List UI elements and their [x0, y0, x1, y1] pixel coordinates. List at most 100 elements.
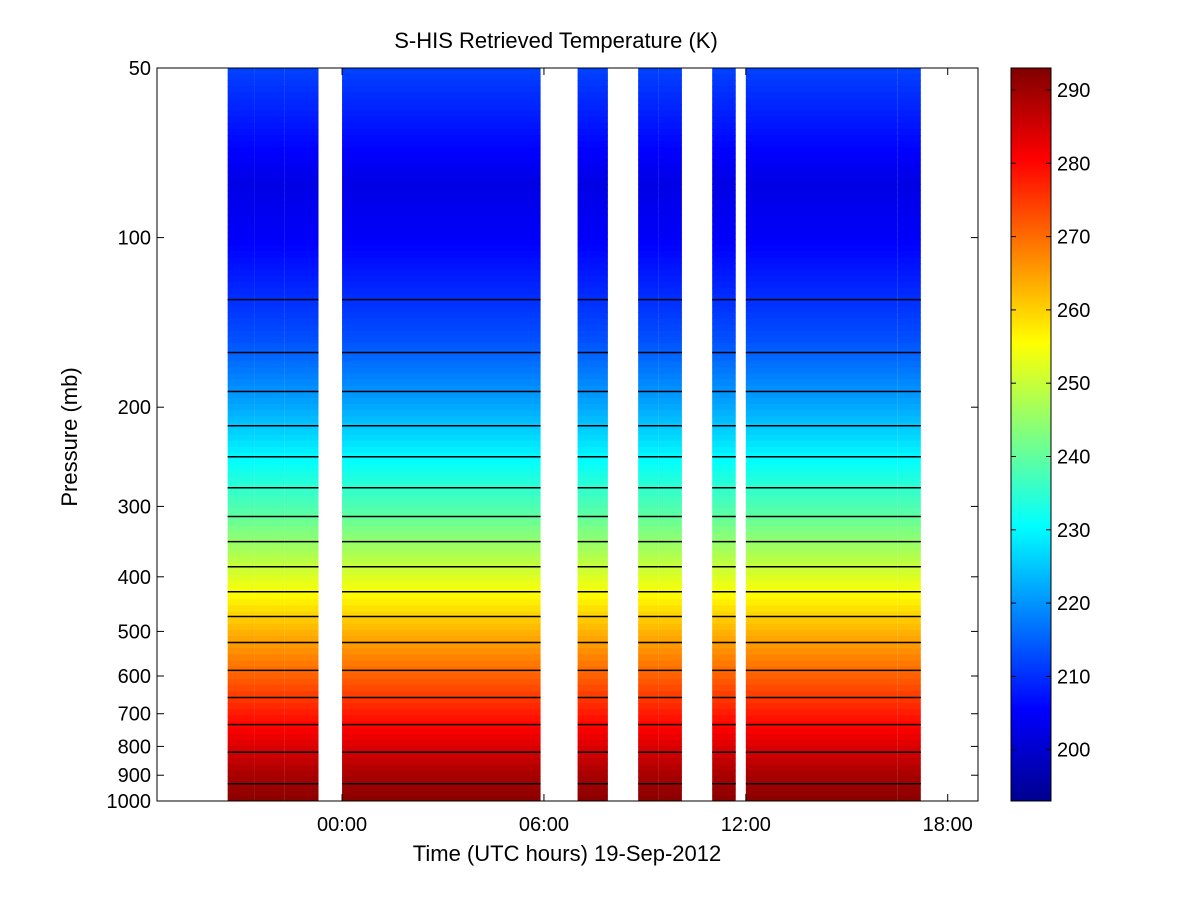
heatmap-cell [227, 758, 255, 765]
heatmap-cell [658, 245, 682, 252]
heatmap-cell [658, 226, 682, 234]
heatmap-cell [254, 691, 285, 698]
heatmap-cell [897, 257, 921, 265]
heatmap-cell [254, 703, 285, 710]
heatmap-cell [638, 269, 659, 277]
heatmap-cell [254, 568, 285, 576]
heatmap-cell [577, 361, 608, 368]
heatmap-cell [658, 330, 682, 338]
heatmap-cell [342, 495, 541, 503]
heatmap-cell [342, 147, 541, 155]
heatmap-cell [745, 574, 898, 582]
heatmap-cell [638, 129, 659, 136]
heatmap-cell [658, 373, 682, 381]
heatmap-cell [342, 202, 541, 210]
heatmap-cell [227, 691, 255, 698]
heatmap-cell [638, 324, 659, 332]
heatmap-cell [745, 581, 898, 588]
heatmap-cell [712, 104, 736, 112]
heatmap-cell [342, 733, 541, 741]
heatmap-cell [658, 367, 682, 375]
heatmap-cell [577, 593, 608, 601]
heatmap-cell [254, 397, 285, 405]
heatmap-cell [745, 367, 898, 375]
heatmap-cell [227, 324, 255, 332]
heatmap-cell [638, 184, 659, 191]
heatmap-cell [897, 465, 921, 472]
heatmap-cell [745, 287, 898, 295]
heatmap-cell [577, 391, 608, 399]
heatmap-cell [897, 678, 921, 686]
heatmap-cell [712, 86, 736, 94]
heatmap-cell [712, 471, 736, 478]
heatmap-cell [577, 208, 608, 216]
heatmap-cell [745, 587, 898, 594]
heatmap-cell [577, 440, 608, 448]
heatmap-cell [638, 703, 659, 710]
heatmap-cell [638, 141, 659, 149]
heatmap-cell [342, 214, 541, 222]
heatmap-cell [658, 727, 682, 735]
heatmap-cell [897, 177, 921, 185]
heatmap-cell [577, 501, 608, 509]
heatmap-cell [227, 623, 255, 631]
heatmap-cell [254, 122, 285, 130]
heatmap-cell [745, 330, 898, 338]
heatmap-cell [638, 697, 659, 704]
heatmap-cell [254, 770, 285, 778]
heatmap-cell [342, 220, 541, 228]
heatmap-cell [712, 520, 736, 527]
heatmap-cell [577, 495, 608, 503]
heatmap-cell [658, 691, 682, 698]
heatmap-cell [658, 581, 682, 588]
heatmap-cell [638, 373, 659, 381]
heatmap-cell [254, 410, 285, 417]
x-axis-label: Time (UTC hours) 19-Sep-2012 [413, 841, 722, 866]
heatmap-cell [638, 770, 659, 778]
heatmap-cell [745, 782, 898, 790]
heatmap-cell [577, 281, 608, 289]
heatmap-cell [638, 648, 659, 655]
heatmap-cell [577, 782, 608, 790]
heatmap-cell [897, 672, 921, 680]
heatmap-cell [577, 526, 608, 533]
heatmap-cell [638, 471, 659, 478]
heatmap-cell [745, 477, 898, 484]
heatmap-cell [227, 184, 255, 191]
heatmap-cell [745, 171, 898, 179]
heatmap-cell [638, 782, 659, 790]
heatmap-cell [577, 446, 608, 454]
heatmap-cell [745, 190, 898, 197]
heatmap-cell [227, 636, 255, 643]
heatmap-cell [638, 684, 659, 692]
heatmap-cell [897, 361, 921, 368]
heatmap-cell [638, 190, 659, 197]
heatmap-cell [658, 605, 682, 613]
heatmap-cell [227, 74, 255, 81]
heatmap-cell [745, 507, 898, 515]
heatmap-cell [342, 654, 541, 662]
heatmap-cell [227, 489, 255, 497]
heatmap-cell [712, 239, 736, 246]
heatmap-cell [254, 764, 285, 772]
heatmap-cell [712, 257, 736, 265]
heatmap-cell [284, 629, 319, 637]
heatmap-cell [658, 739, 682, 747]
heatmap-cell [254, 428, 285, 436]
heatmap-cell [254, 526, 285, 533]
heatmap-cell [712, 110, 736, 118]
heatmap-cell [227, 214, 255, 222]
heatmap-cell [745, 446, 898, 454]
heatmap-cell [577, 294, 608, 301]
heatmap-cell [227, 617, 255, 625]
heatmap-cell [712, 550, 736, 558]
heatmap-cell [284, 794, 319, 801]
heatmap-cell [254, 587, 285, 594]
heatmap-cell [284, 654, 319, 662]
heatmap-cell [227, 416, 255, 423]
heatmap-cell [342, 611, 541, 619]
heatmap-cell [227, 385, 255, 393]
heatmap-cell [254, 581, 285, 588]
heatmap-cell [227, 428, 255, 436]
heatmap-cell [897, 342, 921, 350]
